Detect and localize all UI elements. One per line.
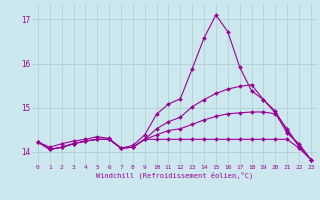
X-axis label: Windchill (Refroidissement éolien,°C): Windchill (Refroidissement éolien,°C) <box>96 172 253 179</box>
